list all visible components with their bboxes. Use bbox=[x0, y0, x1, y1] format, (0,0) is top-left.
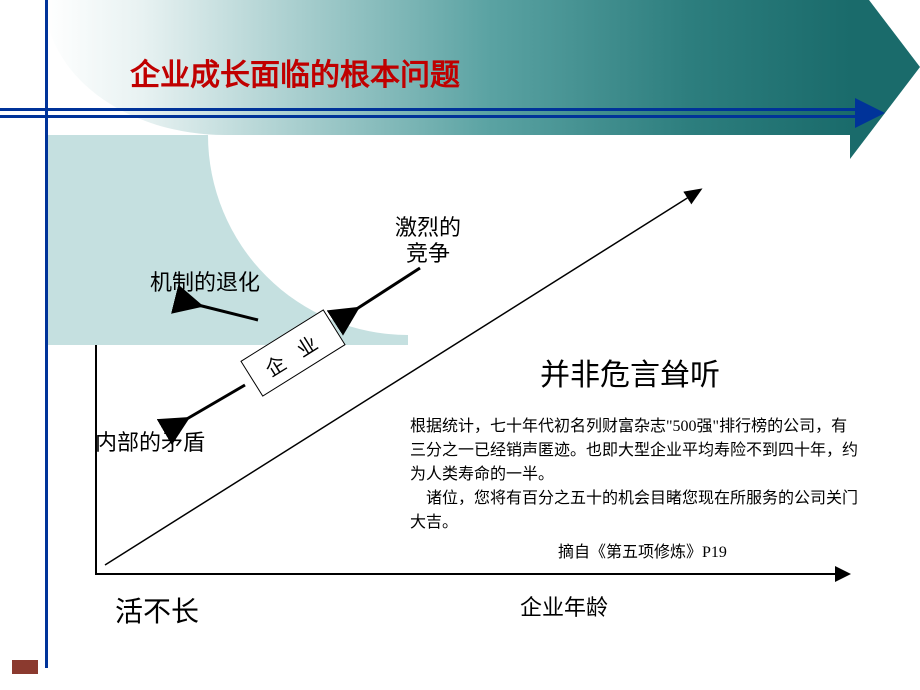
label-competition: 激烈的 竞争 bbox=[395, 215, 461, 268]
slide-marker bbox=[12, 660, 38, 674]
short-life-label: 活不长 bbox=[115, 590, 199, 630]
vertical-rule bbox=[45, 0, 48, 668]
accent-arrow-head bbox=[855, 98, 885, 128]
label-internal: 内部的矛盾 bbox=[95, 425, 205, 457]
slide-title: 企业成长面临的根本问题 bbox=[130, 50, 460, 94]
x-axis bbox=[95, 573, 835, 575]
accent-line-bottom bbox=[0, 115, 855, 118]
banner-arrow-head bbox=[850, 0, 920, 159]
x-axis-arrowhead bbox=[835, 566, 851, 582]
label-mechanism: 机制的退化 bbox=[150, 265, 260, 297]
accent-line-top bbox=[0, 108, 855, 111]
x-axis-label: 企业年龄 bbox=[520, 590, 608, 622]
